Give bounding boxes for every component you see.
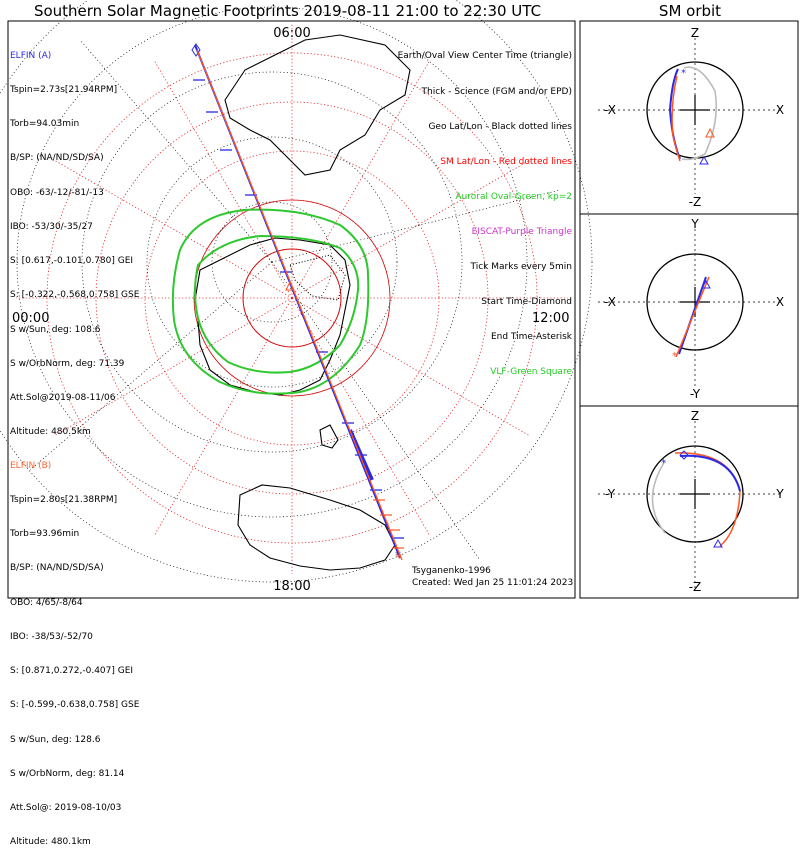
mlt-label-right: 12:00 [532,311,569,326]
elfin-b-line-0: Tspin=2.80s[21.38RPM] [10,495,118,506]
sm-60-circle [193,199,391,397]
tsyganenko-label: Tsyganenko-1996 [412,566,491,576]
elfin-a-start-diamond [191,43,201,57]
main-plot-frame [7,20,576,599]
geo-lon-lines [29,39,561,561]
mlt-label-top: 06:00 [273,26,310,41]
elfin-a-line-10: Altitude: 480.5km [10,427,91,438]
elfin-b-line-9: Att.Sol@: 2019-08-10/03 [10,803,122,813]
sm-panel-1-bottom: -Z [689,195,702,209]
elfin-a-name: ELFIN (A) [10,50,52,61]
elfin-b-line-8: S w/OrbNorm, deg: 81.14 [10,768,125,779]
elfin-a-line-6: S: [-0.322,-0.568,0.758] GSE [10,290,140,301]
elfin-b-footprint-line [196,49,403,561]
mlt-label-bottom: 18:00 [273,579,310,594]
legend-item-0: Earth/Oval View Center Time (triangle) [397,51,572,62]
legend-item-6: Tick Marks every 5min [470,262,572,273]
sm-panel-3-right: Y [775,487,784,501]
legend-item-7: Start Time-Diamond [481,297,572,308]
elfin-a-line-0: Tspin=2.73s[21.94RPM] [10,85,118,96]
sm-panel-3-top: Z [691,409,699,423]
elfin-a-line-3: OBO: -63/-12/-81/-13 [10,187,104,198]
elfin-a-line-1: Torb=94.03min [10,119,80,130]
elfin-b-end-asterisk: * [396,551,402,565]
sm-panel-1-left: -X [604,103,616,117]
elfin-a-line-8: S w/OrbNorm, deg: 71.39 [10,358,125,369]
elfin-b-info: ELFIN (B) Tspin=2.80s[21.38RPM] Torb=93.… [10,438,139,860]
elfin-b-line-1: Torb=93.96min [10,529,80,540]
elfin-a-line-4: IBO: -53/30/-35/27 [10,221,93,232]
legend-item-2: Geo Lat/Lon - Black dotted lines [428,121,572,132]
elfin-b-line-7: S w/Sun, deg: 128.6 [10,734,101,745]
sm-panel-2-bottom: -Y [690,387,701,401]
geo-lat-circles [0,0,593,583]
elfin-b-line-3: OBO: 4/65/-8/64 [10,597,83,608]
sm-panel-3-left: -Y [605,487,616,501]
view-center-triangle [285,280,295,291]
sm-pole-circle [242,248,342,348]
elfin-b-line-5: S: [0.871,0.272,-0.407] GEI [10,666,134,677]
sm-panel-2-left: -X [604,295,616,309]
coastlines [194,34,411,571]
elfin-b-line-2: B/SP: (NA/ND/SD/SA) [10,563,104,574]
sm-panel-xy: * Y -Y -X X [598,217,784,401]
sm-panels-frame [579,20,799,599]
elfin-a-tick-marks [193,79,404,539]
elfin-b-line-4: IBO: -38/53/-52/70 [10,631,93,642]
elfin-a-line-5: S: [0.617,-0.101,0.780] GEI [10,256,134,267]
sm-panel-2-right: X [776,295,784,309]
legend-item-8: End Time-Asterisk [490,332,572,343]
sm-orbit-title: SM orbit [658,2,722,20]
sm-panel-xz: * Z -Z -X X [598,26,784,209]
mlt-label-left: 00:00 [12,311,49,326]
auroral-oval [171,208,370,395]
elfin-b-line-10: Altitude: 480.1km [10,837,91,848]
legend: Earth/Oval View Center Time (triangle) T… [398,28,572,391]
sm-panel-2-top: Y [690,217,699,231]
legend-item-4: Auroral Oval-Green, kp=2 [455,191,572,202]
elfin-a-line-9: Att.Sol@2019-08-11/06 [10,393,116,403]
elfin-a-end-asterisk: * [395,549,401,563]
page-title: Southern Solar Magnetic Footprints 2019-… [33,2,542,20]
elfin-a-line-7: S w/Sun, deg: 108.6 [10,324,101,335]
sm-panel-1-right: X [776,103,784,117]
svg-text:*: * [681,68,686,79]
polar-footprint-plot: * * 06:00 18:00 00:00 12:00 [0,0,799,599]
svg-text:*: * [661,458,666,469]
sm-panel-1-top: Z [691,26,699,40]
elfin-b-line-6: S: [-0.599,-0.638,0.758] GSE [10,700,140,711]
sm-panel-3-bottom: -Z [689,580,702,594]
elfin-b-tick-marks [373,499,404,549]
sm-orbit-panels: * Z -Z -X X * Y -Y -X X * Z -Z -Y Y [598,26,784,594]
legend-item-3: SM Lat/Lon - Red dotted lines [440,156,572,167]
elfin-b-name: ELFIN (B) [10,460,52,471]
elfin-a-info: ELFIN (A) Tspin=2.73s[21.94RPM] Torb=94.… [10,28,139,450]
legend-item-1: Thick - Science (FGM and/or EPD) [421,86,572,97]
legend-item-9: VLF-Green Square [490,367,572,378]
created-label: Created: Wed Jan 25 11:01:24 2023 [412,578,574,588]
svg-text:*: * [672,351,677,362]
legend-item-5: EISCAT-Purple Triangle [471,226,572,237]
elfin-a-line-2: B/SP: (NA/ND/SD/SA) [10,153,104,164]
sm-panel-yz: * Z -Z -Y Y [598,409,784,594]
elfin-b-track: * [196,49,404,565]
